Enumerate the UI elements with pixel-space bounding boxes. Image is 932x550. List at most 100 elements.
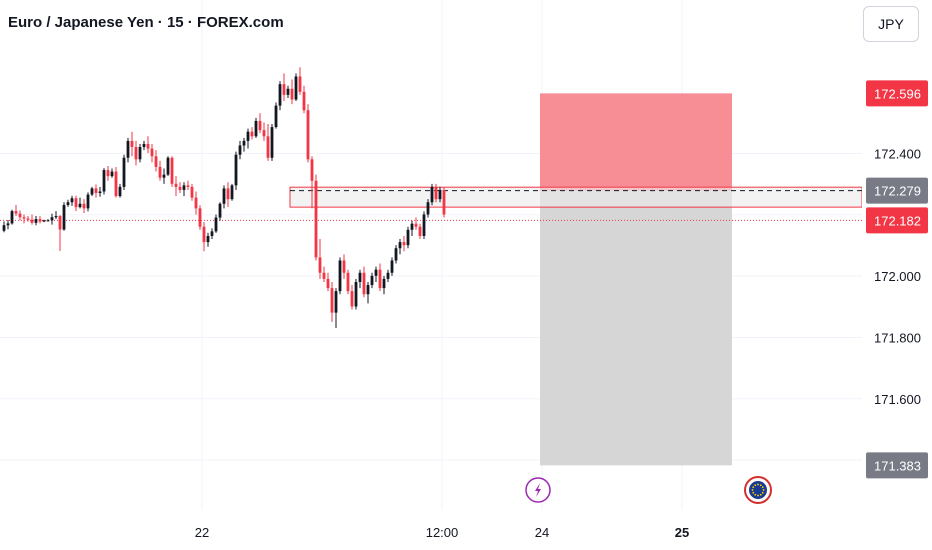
candle-up	[242, 140, 246, 146]
candle-down	[362, 272, 366, 295]
candle-up	[334, 291, 338, 313]
candle-up	[366, 285, 370, 295]
candle-down	[174, 183, 178, 187]
candle-down	[18, 213, 22, 218]
candle-up	[270, 127, 274, 158]
candle-down	[158, 166, 162, 178]
candle-down	[266, 136, 270, 158]
candle-down	[302, 91, 306, 111]
candle-down	[434, 186, 438, 200]
time-axis[interactable]: 22 12:00 24 25	[195, 525, 689, 540]
candle-up	[34, 219, 38, 223]
candle-up	[126, 140, 130, 158]
candle-down	[170, 157, 174, 184]
price-tag-label: 172.182	[874, 213, 921, 228]
y-tick-label: 172.000	[874, 269, 921, 284]
flash-event-icon[interactable]	[525, 477, 551, 503]
currency-button[interactable]: JPY	[863, 6, 919, 42]
candle-down	[322, 272, 326, 279]
candle-up	[406, 229, 410, 246]
candle-down	[418, 226, 422, 236]
candle-down	[330, 288, 334, 313]
short-position-tool[interactable]	[540, 93, 732, 466]
candle-down	[178, 186, 182, 190]
candle-up	[98, 191, 102, 194]
candle-up	[394, 248, 398, 261]
candle-up	[78, 203, 82, 208]
candle-down	[146, 143, 150, 149]
candle-down	[314, 180, 318, 258]
candle-up	[246, 131, 250, 141]
candle-up	[398, 242, 402, 249]
candle-up	[66, 202, 70, 205]
candle-down	[350, 291, 354, 307]
candle-up	[374, 269, 378, 276]
candle-up	[390, 260, 394, 273]
x-tick-label: 25	[675, 525, 689, 540]
eu-star	[752, 486, 755, 489]
candle-up	[206, 235, 210, 243]
candle-up	[438, 189, 442, 200]
candle-up	[6, 223, 10, 226]
candle-up	[354, 281, 358, 307]
candle-up	[274, 105, 278, 128]
candle-up	[166, 157, 170, 175]
eu-star	[761, 486, 764, 489]
x-tick-label: 24	[535, 525, 549, 540]
price-tag-label: 171.383	[874, 458, 921, 473]
candle-down	[282, 84, 286, 95]
candle-down	[346, 272, 350, 292]
candlestick-series	[2, 67, 446, 328]
eu-flag-event-icon[interactable]	[744, 476, 772, 504]
candle-down	[202, 226, 206, 243]
eu-star	[762, 489, 765, 491]
candle-up	[142, 143, 146, 148]
candle-down	[342, 260, 346, 273]
candle-up	[338, 260, 342, 292]
candle-down	[150, 148, 154, 157]
eu-flag-disc	[749, 481, 767, 499]
candle-up	[10, 211, 14, 224]
candle-down	[310, 159, 314, 181]
candle-up	[386, 272, 390, 279]
candle-down	[326, 278, 330, 289]
price-tags: 172.596 172.279 172.182 171.383	[866, 80, 928, 479]
candle-up	[102, 170, 106, 192]
candle-up	[214, 217, 218, 232]
eu-star	[751, 489, 754, 491]
eu-star	[752, 491, 755, 494]
candle-down	[250, 131, 254, 137]
candle-down	[134, 147, 138, 160]
price-tag-label: 172.596	[874, 86, 921, 101]
candle-down	[114, 171, 118, 197]
candle-up	[422, 214, 426, 236]
candle-down	[258, 120, 262, 131]
candle-up	[218, 203, 222, 218]
candle-down	[290, 88, 294, 100]
candle-down	[262, 130, 266, 137]
eu-star	[757, 494, 759, 497]
candle-down	[298, 76, 302, 92]
candle-down	[22, 217, 26, 219]
candle-up	[110, 171, 114, 177]
price-tag	[866, 80, 928, 107]
candle-up	[370, 275, 374, 286]
candle-up	[222, 188, 226, 204]
flash-glyph	[535, 483, 541, 497]
price-tag	[866, 177, 928, 204]
candle-up	[278, 84, 282, 106]
candle-up	[182, 185, 186, 190]
candle-up	[2, 225, 6, 231]
candle-down	[82, 203, 86, 209]
candle-down	[30, 219, 34, 223]
candle-up	[70, 198, 74, 203]
event-markers[interactable]	[525, 476, 772, 504]
stop-loss-zone[interactable]	[540, 93, 732, 191]
candle-down	[190, 186, 194, 198]
eu-star	[757, 483, 759, 486]
take-profit-zone[interactable]	[540, 190, 732, 466]
candle-down	[26, 218, 30, 220]
candle-down	[130, 140, 134, 148]
candle-down	[442, 189, 446, 215]
